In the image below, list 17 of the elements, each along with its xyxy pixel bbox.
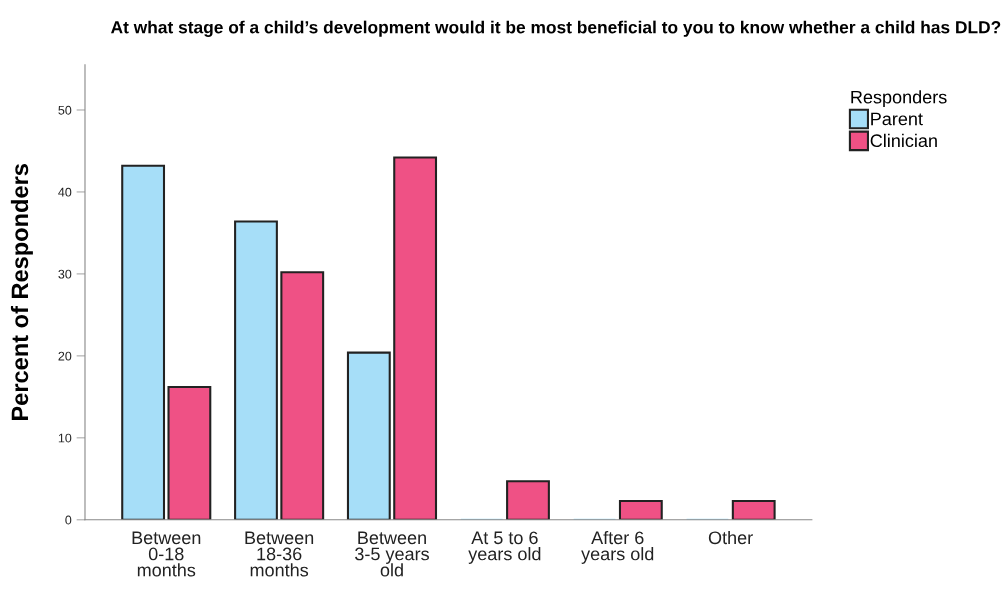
legend-label: Clinician [870,133,937,148]
x-tick-label: At 5 to 6 years old [468,531,541,564]
y-tick-label: 40 [58,187,72,197]
legend-title: Responders [851,90,947,108]
x-tick-label: Between 18-36 months [245,531,314,577]
y-tick-label: 20 [58,351,72,361]
y-axis-title: Percent of Responders [10,164,33,420]
x-tick-label: Between 3-5 years old [355,531,429,577]
y-tick-label: 30 [58,269,72,279]
x-tick-label: After 6 years old [581,530,654,564]
x-tick-label: Other [708,530,753,545]
legend-label: Parent [871,112,923,126]
y-tick-label: 10 [58,433,72,443]
y-tick-label: 0 [65,515,72,525]
x-tick-label: Between 0-18 months [132,531,201,577]
chart-title: At what stage of a child’s development would it be most beneficial to you to know whether a child has DLD? [111,20,1001,37]
y-tick-label: 50 [58,105,72,115]
